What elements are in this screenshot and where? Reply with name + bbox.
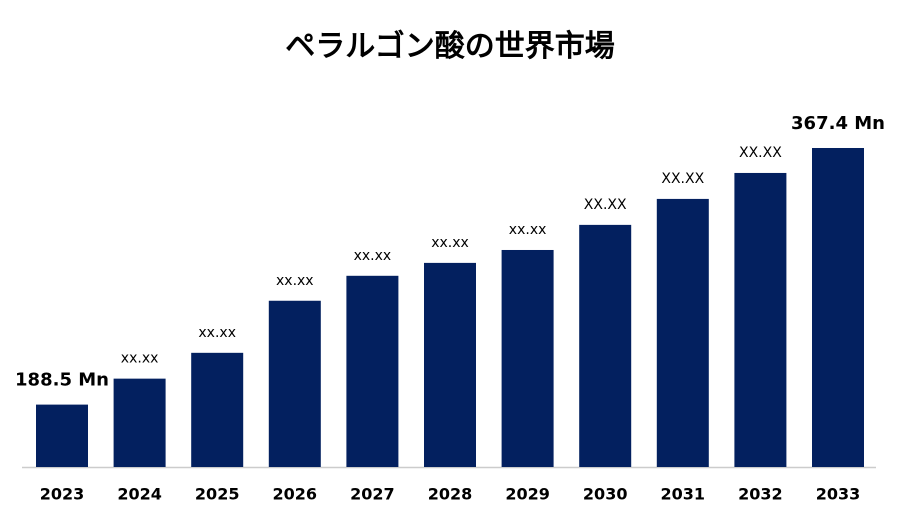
x-tick-label: 2025 bbox=[195, 485, 240, 504]
bar bbox=[113, 378, 166, 467]
bar bbox=[36, 404, 88, 467]
value-label: xx.xx bbox=[431, 235, 469, 251]
x-tick-label: 2029 bbox=[505, 485, 550, 504]
bar bbox=[656, 198, 709, 467]
bar bbox=[501, 249, 554, 467]
value-label: XX.XX bbox=[584, 197, 627, 213]
x-tick-label: 2033 bbox=[816, 485, 861, 504]
x-tick-label: 2026 bbox=[273, 485, 318, 504]
value-label: 367.4 Mn bbox=[791, 113, 885, 134]
bar bbox=[812, 147, 864, 468]
value-label: XX.XX bbox=[661, 171, 704, 187]
x-tick-label: 2027 bbox=[350, 485, 395, 504]
x-tick-label: 2023 bbox=[40, 485, 85, 504]
value-label: xx.xx bbox=[276, 273, 314, 289]
x-tick-label: 2028 bbox=[428, 485, 473, 504]
value-label: xx.xx bbox=[198, 325, 236, 341]
x-tick-label: 2024 bbox=[117, 485, 162, 504]
value-label: xx.xx bbox=[121, 351, 159, 367]
bar bbox=[268, 300, 321, 467]
value-label: xx.xx bbox=[354, 248, 392, 264]
bar bbox=[346, 275, 399, 467]
x-tick-label: 2031 bbox=[661, 485, 706, 504]
value-label: 188.5 Mn bbox=[15, 370, 109, 391]
bar bbox=[579, 224, 632, 467]
x-tick-label: 2030 bbox=[583, 485, 628, 504]
x-tick-label: 2032 bbox=[738, 485, 783, 504]
bar bbox=[734, 172, 787, 468]
bar bbox=[191, 352, 244, 467]
chart-title: ペラルゴン酸の世界市場 bbox=[285, 29, 614, 64]
bar bbox=[424, 262, 476, 467]
value-label: xx.xx bbox=[509, 222, 547, 238]
value-label: XX.XX bbox=[739, 145, 782, 161]
